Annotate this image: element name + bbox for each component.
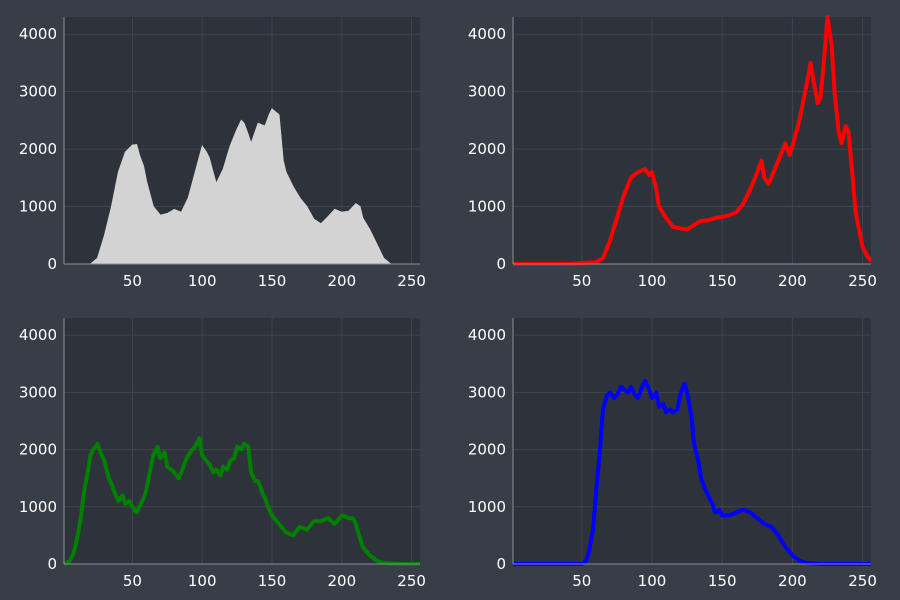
y-tick-label: 2000	[468, 140, 506, 158]
x-tick-label: 150	[708, 572, 737, 590]
x-tick-label: 100	[638, 572, 667, 590]
y-tick-label: 1000	[468, 198, 506, 216]
red-histogram-plot-area	[513, 17, 871, 264]
blue-histogram-panel: 50 100 150 200 250 0 1000 2000 3000 4000	[468, 318, 877, 590]
y-tick-label: 1000	[19, 198, 57, 216]
x-tick-label: 50	[572, 272, 591, 290]
y-tick-label: 4000	[468, 326, 506, 344]
y-tick-label: 3000	[19, 383, 57, 401]
green-histogram-line	[63, 436, 420, 566]
y-tick-label: 3000	[19, 83, 57, 101]
y-tick-label: 2000	[19, 140, 57, 158]
y-tick-label: 0	[47, 555, 57, 573]
gray-histogram-panel: 50 100 150 200 250 0 1000 2000 3000 4000	[19, 17, 426, 290]
x-tick-label: 50	[572, 572, 591, 590]
x-tick-label: 200	[778, 272, 807, 290]
x-tick-label: 250	[848, 572, 877, 590]
x-tick-label: 150	[258, 572, 287, 590]
gray-histogram-area	[64, 108, 420, 265]
x-tick-label: 50	[123, 572, 142, 590]
y-tick-label: 3000	[468, 83, 506, 101]
y-tick-label: 0	[47, 255, 57, 273]
y-tick-label: 0	[496, 555, 506, 573]
x-tick-label: 200	[327, 272, 356, 290]
x-tick-label: 200	[778, 572, 807, 590]
x-tick-label: 200	[327, 572, 356, 590]
y-tick-label: 2000	[468, 441, 506, 459]
x-tick-label: 250	[397, 572, 426, 590]
x-tick-label: 150	[258, 272, 287, 290]
red-histogram-panel: 50 100 150 200 250 0 1000 2000 3000 4000	[468, 15, 877, 290]
y-tick-label: 1000	[19, 498, 57, 516]
x-tick-label: 50	[123, 272, 142, 290]
green-histogram-plot-area	[64, 318, 420, 564]
y-tick-label: 2000	[19, 441, 57, 459]
green-histogram-panel: 50 100 150 200 250 0 1000 2000 3000 4000	[19, 318, 426, 590]
x-tick-label: 100	[188, 572, 217, 590]
x-tick-label: 250	[397, 272, 426, 290]
y-tick-label: 4000	[19, 25, 57, 43]
x-tick-label: 100	[638, 272, 667, 290]
blue-histogram-line	[513, 378, 871, 566]
red-histogram-line	[513, 15, 873, 266]
y-tick-label: 0	[496, 255, 506, 273]
y-tick-label: 4000	[19, 326, 57, 344]
x-tick-label: 250	[848, 272, 877, 290]
y-tick-label: 1000	[468, 498, 506, 516]
x-tick-label: 150	[708, 272, 737, 290]
x-tick-label: 100	[188, 272, 217, 290]
y-tick-label: 3000	[468, 383, 506, 401]
y-tick-label: 4000	[468, 25, 506, 43]
